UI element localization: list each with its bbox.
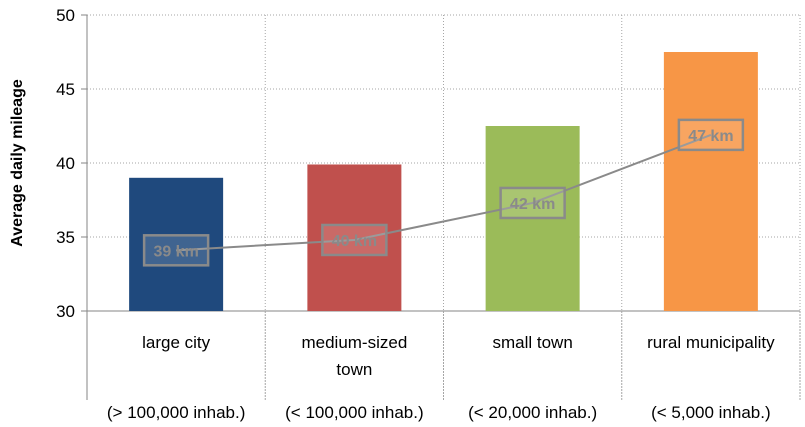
y-tick-label: 35 — [56, 228, 75, 247]
y-tick-label: 50 — [56, 6, 75, 25]
bar — [663, 52, 758, 311]
category-label: large city — [142, 333, 211, 352]
category-sublabel: (< 5,000 inhab.) — [651, 403, 771, 422]
data-label: 39 km — [153, 243, 198, 260]
category-sublabel: (> 100,000 inhab.) — [107, 403, 245, 422]
data-label: 40 km — [332, 233, 377, 250]
data-label: 42 km — [510, 196, 555, 213]
data-label: 47 km — [688, 128, 733, 145]
category-sublabel: (< 100,000 inhab.) — [285, 403, 423, 422]
trend-line — [142, 118, 745, 267]
y-tick-label: 30 — [56, 302, 75, 321]
category-sublabel: (< 20,000 inhab.) — [468, 403, 597, 422]
y-tick-label: 45 — [56, 80, 75, 99]
data-label-box — [677, 118, 745, 152]
y-axis-label: Average daily mileage — [9, 79, 26, 247]
category-label: medium-sized — [301, 333, 407, 352]
data-label-box — [321, 223, 388, 257]
trend-polyline — [176, 133, 712, 252]
data-label-box — [499, 186, 566, 220]
y-tick-label: 40 — [56, 154, 75, 173]
category-label: town — [336, 360, 372, 379]
data-label-box — [142, 234, 210, 267]
labels: 30 35 40 45 50 39 km 40 km 42 km 47 km large city… — [56, 6, 775, 422]
category-label: small town — [492, 333, 572, 352]
category-label: rural municipality — [647, 333, 775, 352]
